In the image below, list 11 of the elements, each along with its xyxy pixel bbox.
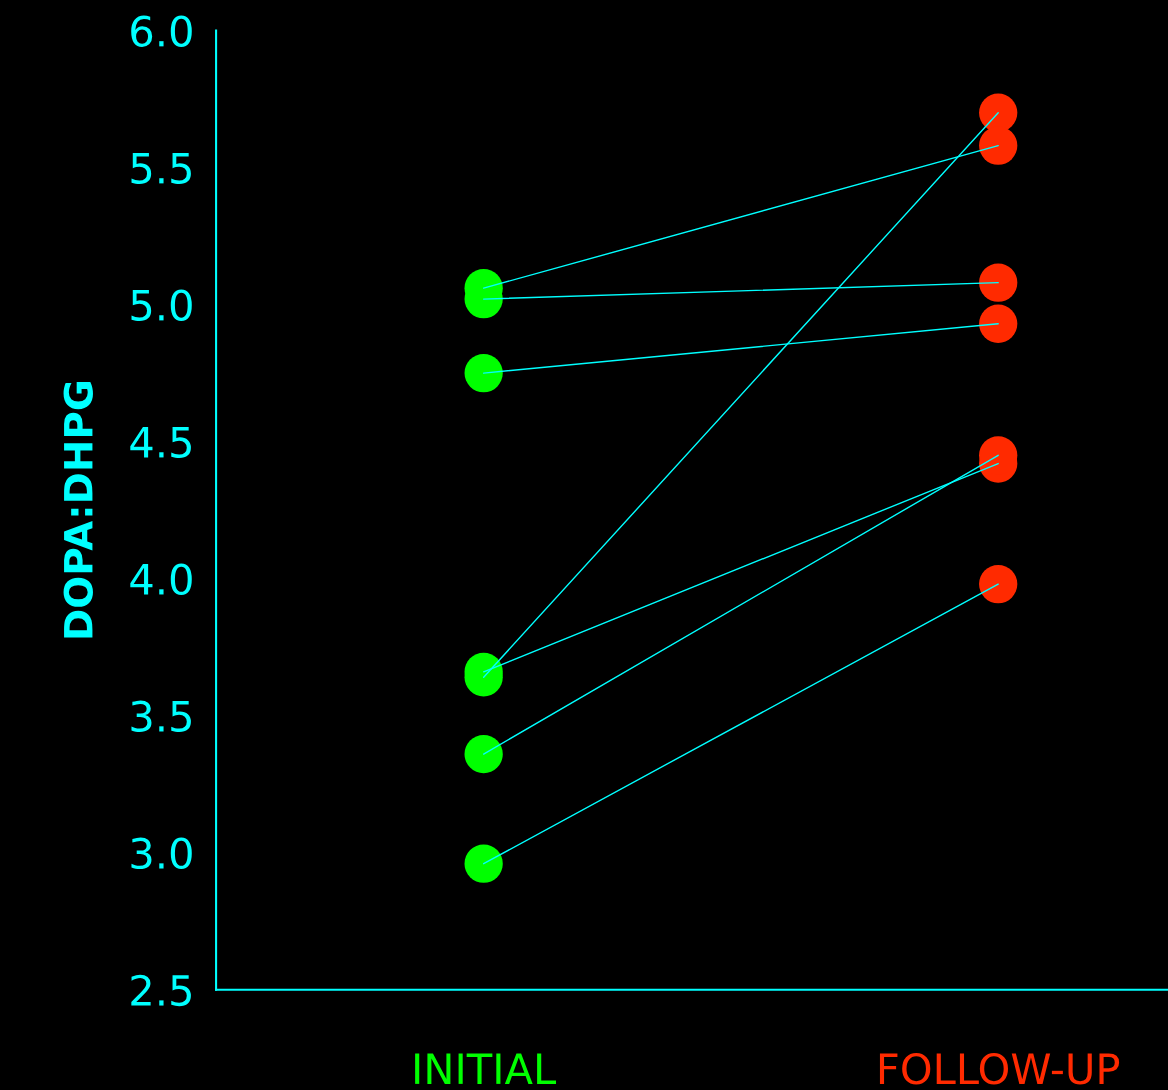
y-tick-label: 4.0 [130,563,192,596]
y-axis-title: DOPA:DHPG [63,382,93,638]
y-tick-label: 2.5 [131,974,191,1007]
x-tick-label: INITIAL [415,1053,557,1084]
y-tick-label: 3.0 [131,837,192,870]
y-tick-label: 5.5 [131,153,191,184]
y-tick-label: 6.0 [131,15,192,47]
x-tick-label: FOLLOW-UP [879,1052,1120,1085]
y-tick-label: 5.0 [131,289,192,321]
y-tick-label: 4.5 [130,427,191,459]
y-tick-label: 3.5 [131,700,191,733]
